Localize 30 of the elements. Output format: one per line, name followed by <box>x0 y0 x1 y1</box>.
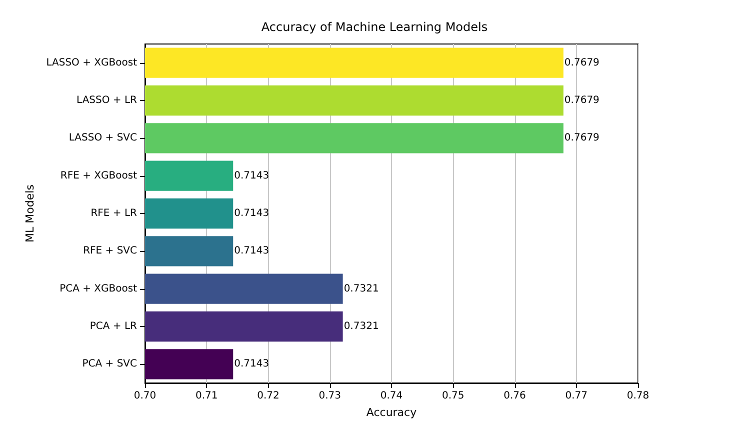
data-label: 0.7143 <box>234 246 270 257</box>
data-label: 0.7321 <box>344 321 379 332</box>
x-tick-label: 0.72 <box>257 390 280 402</box>
y-tick-label: PCA + XGBoost <box>60 283 138 294</box>
x-tick-label: 0.73 <box>318 390 342 402</box>
data-label: 0.7679 <box>564 95 600 106</box>
data-label: 0.7143 <box>234 208 270 219</box>
y-tick-label: RFE + LR <box>90 208 138 219</box>
x-tick-label: 0.74 <box>380 390 403 402</box>
data-label: 0.7679 <box>564 132 600 144</box>
y-tick-label: RFE + SVC <box>83 246 138 257</box>
data-label: 0.7143 <box>234 170 270 182</box>
data-label: 0.7143 <box>234 358 270 370</box>
y-tick-label: PCA + LR <box>90 321 138 332</box>
x-tick-label: 0.76 <box>504 390 526 402</box>
data-label: 0.7321 <box>344 283 379 294</box>
x-axis-title: Accuracy <box>366 406 418 419</box>
x-tick-label: 0.77 <box>565 390 588 402</box>
y-axis-title: ML Models <box>23 184 36 242</box>
y-tick-label: LASSO + LR <box>76 95 138 106</box>
data-label: 0.7679 <box>564 57 600 68</box>
x-tick-label: 0.71 <box>195 390 218 402</box>
x-tick-label: 0.75 <box>442 390 464 402</box>
x-tick-label: 0.78 <box>626 390 650 402</box>
y-tick-label: LASSO + SVC <box>68 132 138 144</box>
y-tick-label: LASSO + XGBoost <box>46 57 138 68</box>
chart-title: Accuracy of Machine Learning Models <box>261 20 488 34</box>
x-tick-label: 0.70 <box>134 390 156 402</box>
y-tick-label: PCA + SVC <box>82 358 138 370</box>
y-tick-label: RFE + XGBoost <box>60 170 138 182</box>
